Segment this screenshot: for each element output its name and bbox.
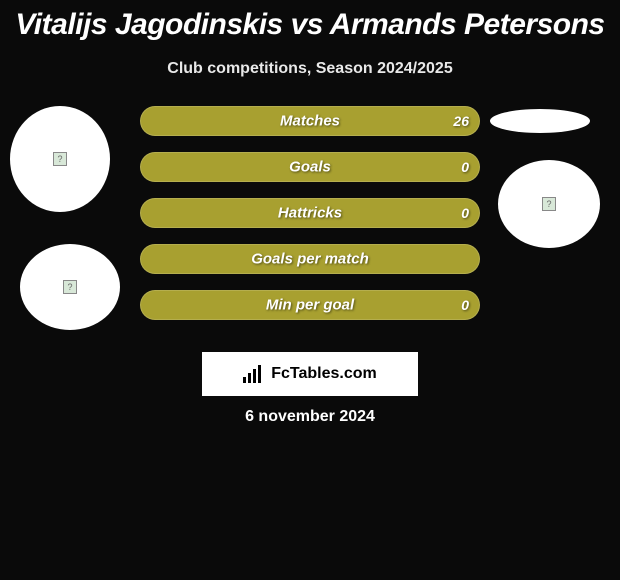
date-text: 6 november 2024 (245, 408, 375, 426)
avatar-placeholder-icon: ? (542, 197, 556, 211)
player-avatar-left-1: ? (10, 106, 110, 212)
stat-bar-goals-per-match: Goals per match (140, 244, 480, 274)
stat-bar-goals: Goals 0 (140, 152, 480, 182)
player-avatar-right: ? (498, 160, 600, 248)
avatar-placeholder-icon: ? (63, 280, 77, 294)
player-avatar-left-2: ? (20, 244, 120, 330)
logo-text: FcTables.com (271, 365, 377, 383)
stat-label: Goals (289, 159, 331, 176)
stat-label: Matches (280, 113, 340, 130)
logo-bars-icon (243, 365, 265, 383)
stat-right-value: 26 (453, 113, 469, 129)
stat-right-value: 0 (461, 297, 469, 313)
stat-label: Min per goal (266, 297, 354, 314)
stat-label: Hattricks (278, 205, 342, 222)
page-title: Vitalijs Jagodinskis vs Armands Peterson… (0, 0, 620, 42)
avatar-placeholder-icon: ? (53, 152, 67, 166)
stat-bar-matches: Matches 26 (140, 106, 480, 136)
stat-bar-min-per-goal: Min per goal 0 (140, 290, 480, 320)
subtitle: Club competitions, Season 2024/2025 (0, 60, 620, 78)
stat-bar-hattricks: Hattricks 0 (140, 198, 480, 228)
fctables-logo: FcTables.com (202, 352, 418, 396)
stat-right-value: 0 (461, 159, 469, 175)
stat-bars: Matches 26 Goals 0 Hattricks 0 Goals per… (140, 106, 480, 336)
stats-area: ? ? ? Matches 26 Goals 0 Hattricks 0 Goa… (0, 106, 620, 346)
player-avatar-right-top (490, 109, 590, 133)
stat-right-value: 0 (461, 205, 469, 221)
stat-label: Goals per match (251, 251, 369, 268)
